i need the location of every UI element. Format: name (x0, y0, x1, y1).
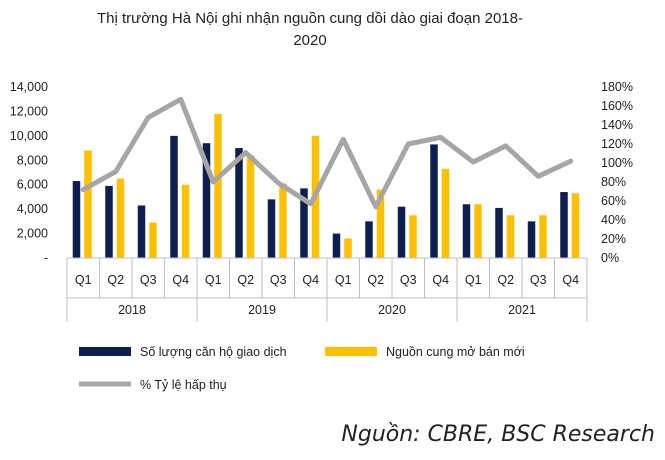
bar-transactions (235, 148, 243, 258)
line-point (439, 135, 443, 139)
y-right-tick-label: 160% (601, 99, 633, 113)
bar-transactions (72, 181, 81, 258)
x-group-label: 2020 (378, 303, 406, 317)
legend-swatch-transactions (79, 347, 131, 356)
y-left-tick-label: 12,000 (10, 104, 48, 118)
bar-new-supply (116, 178, 125, 258)
bar-transactions (202, 143, 211, 258)
x-tick-label: Q3 (400, 273, 417, 287)
bar-new-supply (246, 155, 255, 258)
line-point (309, 202, 313, 206)
bar-transactions (495, 207, 503, 258)
y-left-tick-label: 10,000 (10, 129, 48, 143)
bar-new-supply (441, 168, 450, 258)
x-tick-label: Q2 (497, 273, 514, 287)
bar-new-supply (181, 184, 190, 258)
y-left-tick-label: 4,000 (17, 202, 48, 216)
x-tick-label: Q4 (302, 273, 319, 287)
y-right-tick-label: 20% (601, 232, 626, 246)
bar-new-supply (279, 183, 287, 258)
bar-new-supply (344, 238, 352, 258)
y-left-tick-label: - (44, 251, 48, 265)
bar-new-supply (539, 215, 547, 258)
y-right-tick-label: 80% (601, 175, 626, 189)
chart-title-line-1: Thị trường Hà Nội ghi nhận nguồn cung dồ… (96, 10, 523, 27)
x-tick-label: Q4 (172, 273, 189, 287)
bar-new-supply (506, 215, 515, 258)
bar-transactions (137, 205, 146, 258)
x-group-label: 2021 (508, 303, 536, 317)
line-point (504, 144, 508, 148)
legend-label-absorption: % Tỷ lệ hấp thụ (140, 378, 227, 392)
y-left-tick-label: 8,000 (17, 153, 48, 167)
line-absorption-rate (80, 96, 574, 210)
bar-transactions (365, 221, 373, 258)
bar-new-supply (474, 204, 482, 258)
y-right-tick-label: 180% (601, 80, 633, 94)
line-point (569, 159, 573, 163)
bar-transactions (462, 204, 471, 258)
x-tick-label: Q2 (367, 273, 384, 287)
y-right-tick-label: 60% (601, 194, 626, 208)
y-right-tick-label: 0% (601, 251, 619, 265)
bar-transactions (430, 144, 438, 258)
bar-transactions (527, 221, 536, 258)
legend-swatch-new-supply (325, 347, 377, 356)
y-right-tick-label: 120% (601, 137, 633, 151)
legend-label-transactions: Số lượng căn hộ giao dịch (140, 345, 287, 359)
line-point (146, 115, 150, 119)
line-point (471, 160, 475, 164)
bar-transactions (170, 135, 178, 258)
y-left-tick-label: 14,000 (10, 80, 48, 94)
bar-transactions (300, 188, 308, 258)
line-point (374, 205, 378, 209)
y-right-tick-label: 100% (601, 156, 633, 170)
y-right-tick-label: 140% (601, 118, 633, 132)
x-tick-label: Q3 (270, 273, 287, 287)
legend-label-new-supply: Nguồn cung mở bán mới (386, 345, 525, 359)
y-right-tick-label: 40% (601, 213, 626, 227)
bar-transactions (105, 185, 113, 258)
source-note: Nguồn: CBRE, BSC Research (341, 422, 655, 447)
line-point (81, 188, 85, 192)
bar-new-supply (149, 222, 157, 258)
bar-transactions (560, 192, 568, 258)
x-tick-label: Q2 (107, 273, 124, 287)
line-point (114, 170, 118, 174)
x-tick-label: Q1 (75, 273, 92, 287)
x-tick-label: Q1 (205, 273, 222, 287)
bar-transactions (397, 206, 406, 258)
bar-transactions (332, 233, 341, 258)
line-point (244, 151, 248, 155)
bar-new-supply (376, 189, 385, 258)
bar-new-supply (409, 215, 417, 258)
x-tick-label: Q4 (562, 273, 579, 287)
bar-new-supply (214, 113, 222, 258)
x-tick-label: Q2 (237, 273, 254, 287)
line-point (211, 180, 215, 184)
x-tick-label: Q1 (335, 273, 352, 287)
y-left-tick-label: 6,000 (17, 178, 48, 192)
line-point (536, 174, 540, 178)
y-left-tick-label: 2,000 (17, 227, 48, 241)
chart-title-line-2: 2020 (293, 32, 327, 49)
x-tick-label: Q3 (530, 273, 547, 287)
line-point (406, 142, 410, 146)
bar-transactions (267, 199, 276, 258)
bar-new-supply (84, 150, 92, 258)
line-point (276, 181, 280, 185)
chart-title: Thị trường Hà Nội ghi nhận nguồn cung dồ… (40, 8, 580, 52)
x-tick-label: Q1 (465, 273, 482, 287)
line-point (341, 137, 345, 141)
line-point (179, 97, 183, 101)
x-group-label: 2019 (248, 303, 276, 317)
x-tick-label: Q3 (140, 273, 157, 287)
x-group-label: 2018 (118, 303, 146, 317)
x-tick-label: Q4 (432, 273, 449, 287)
bar-new-supply (571, 193, 580, 258)
